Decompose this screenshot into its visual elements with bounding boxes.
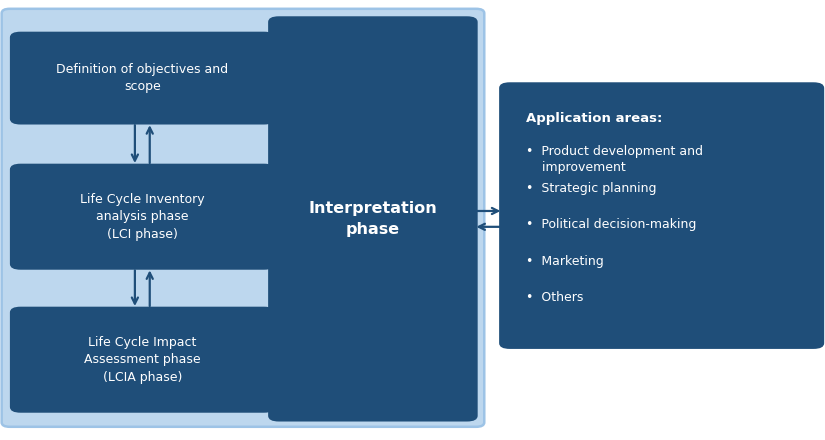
FancyBboxPatch shape bbox=[499, 82, 824, 349]
Text: •  Strategic planning: • Strategic planning bbox=[526, 182, 657, 195]
FancyBboxPatch shape bbox=[10, 164, 275, 270]
FancyBboxPatch shape bbox=[2, 9, 484, 427]
Text: Life Cycle Impact
Assessment phase
(LCIA phase): Life Cycle Impact Assessment phase (LCIA… bbox=[84, 336, 200, 384]
FancyBboxPatch shape bbox=[268, 16, 478, 422]
FancyBboxPatch shape bbox=[10, 32, 275, 125]
Text: •  Product development and
    improvement: • Product development and improvement bbox=[526, 145, 704, 174]
Text: •  Political decision-making: • Political decision-making bbox=[526, 218, 697, 231]
Text: Life Cycle Inventory
analysis phase
(LCI phase): Life Cycle Inventory analysis phase (LCI… bbox=[80, 193, 205, 241]
FancyBboxPatch shape bbox=[10, 307, 275, 413]
Text: •  Others: • Others bbox=[526, 291, 584, 304]
Text: Definition of objectives and
scope: Definition of objectives and scope bbox=[56, 63, 229, 93]
Text: Interpretation
phase: Interpretation phase bbox=[309, 201, 437, 237]
Text: •  Marketing: • Marketing bbox=[526, 255, 604, 268]
Text: Application areas:: Application areas: bbox=[526, 112, 662, 125]
